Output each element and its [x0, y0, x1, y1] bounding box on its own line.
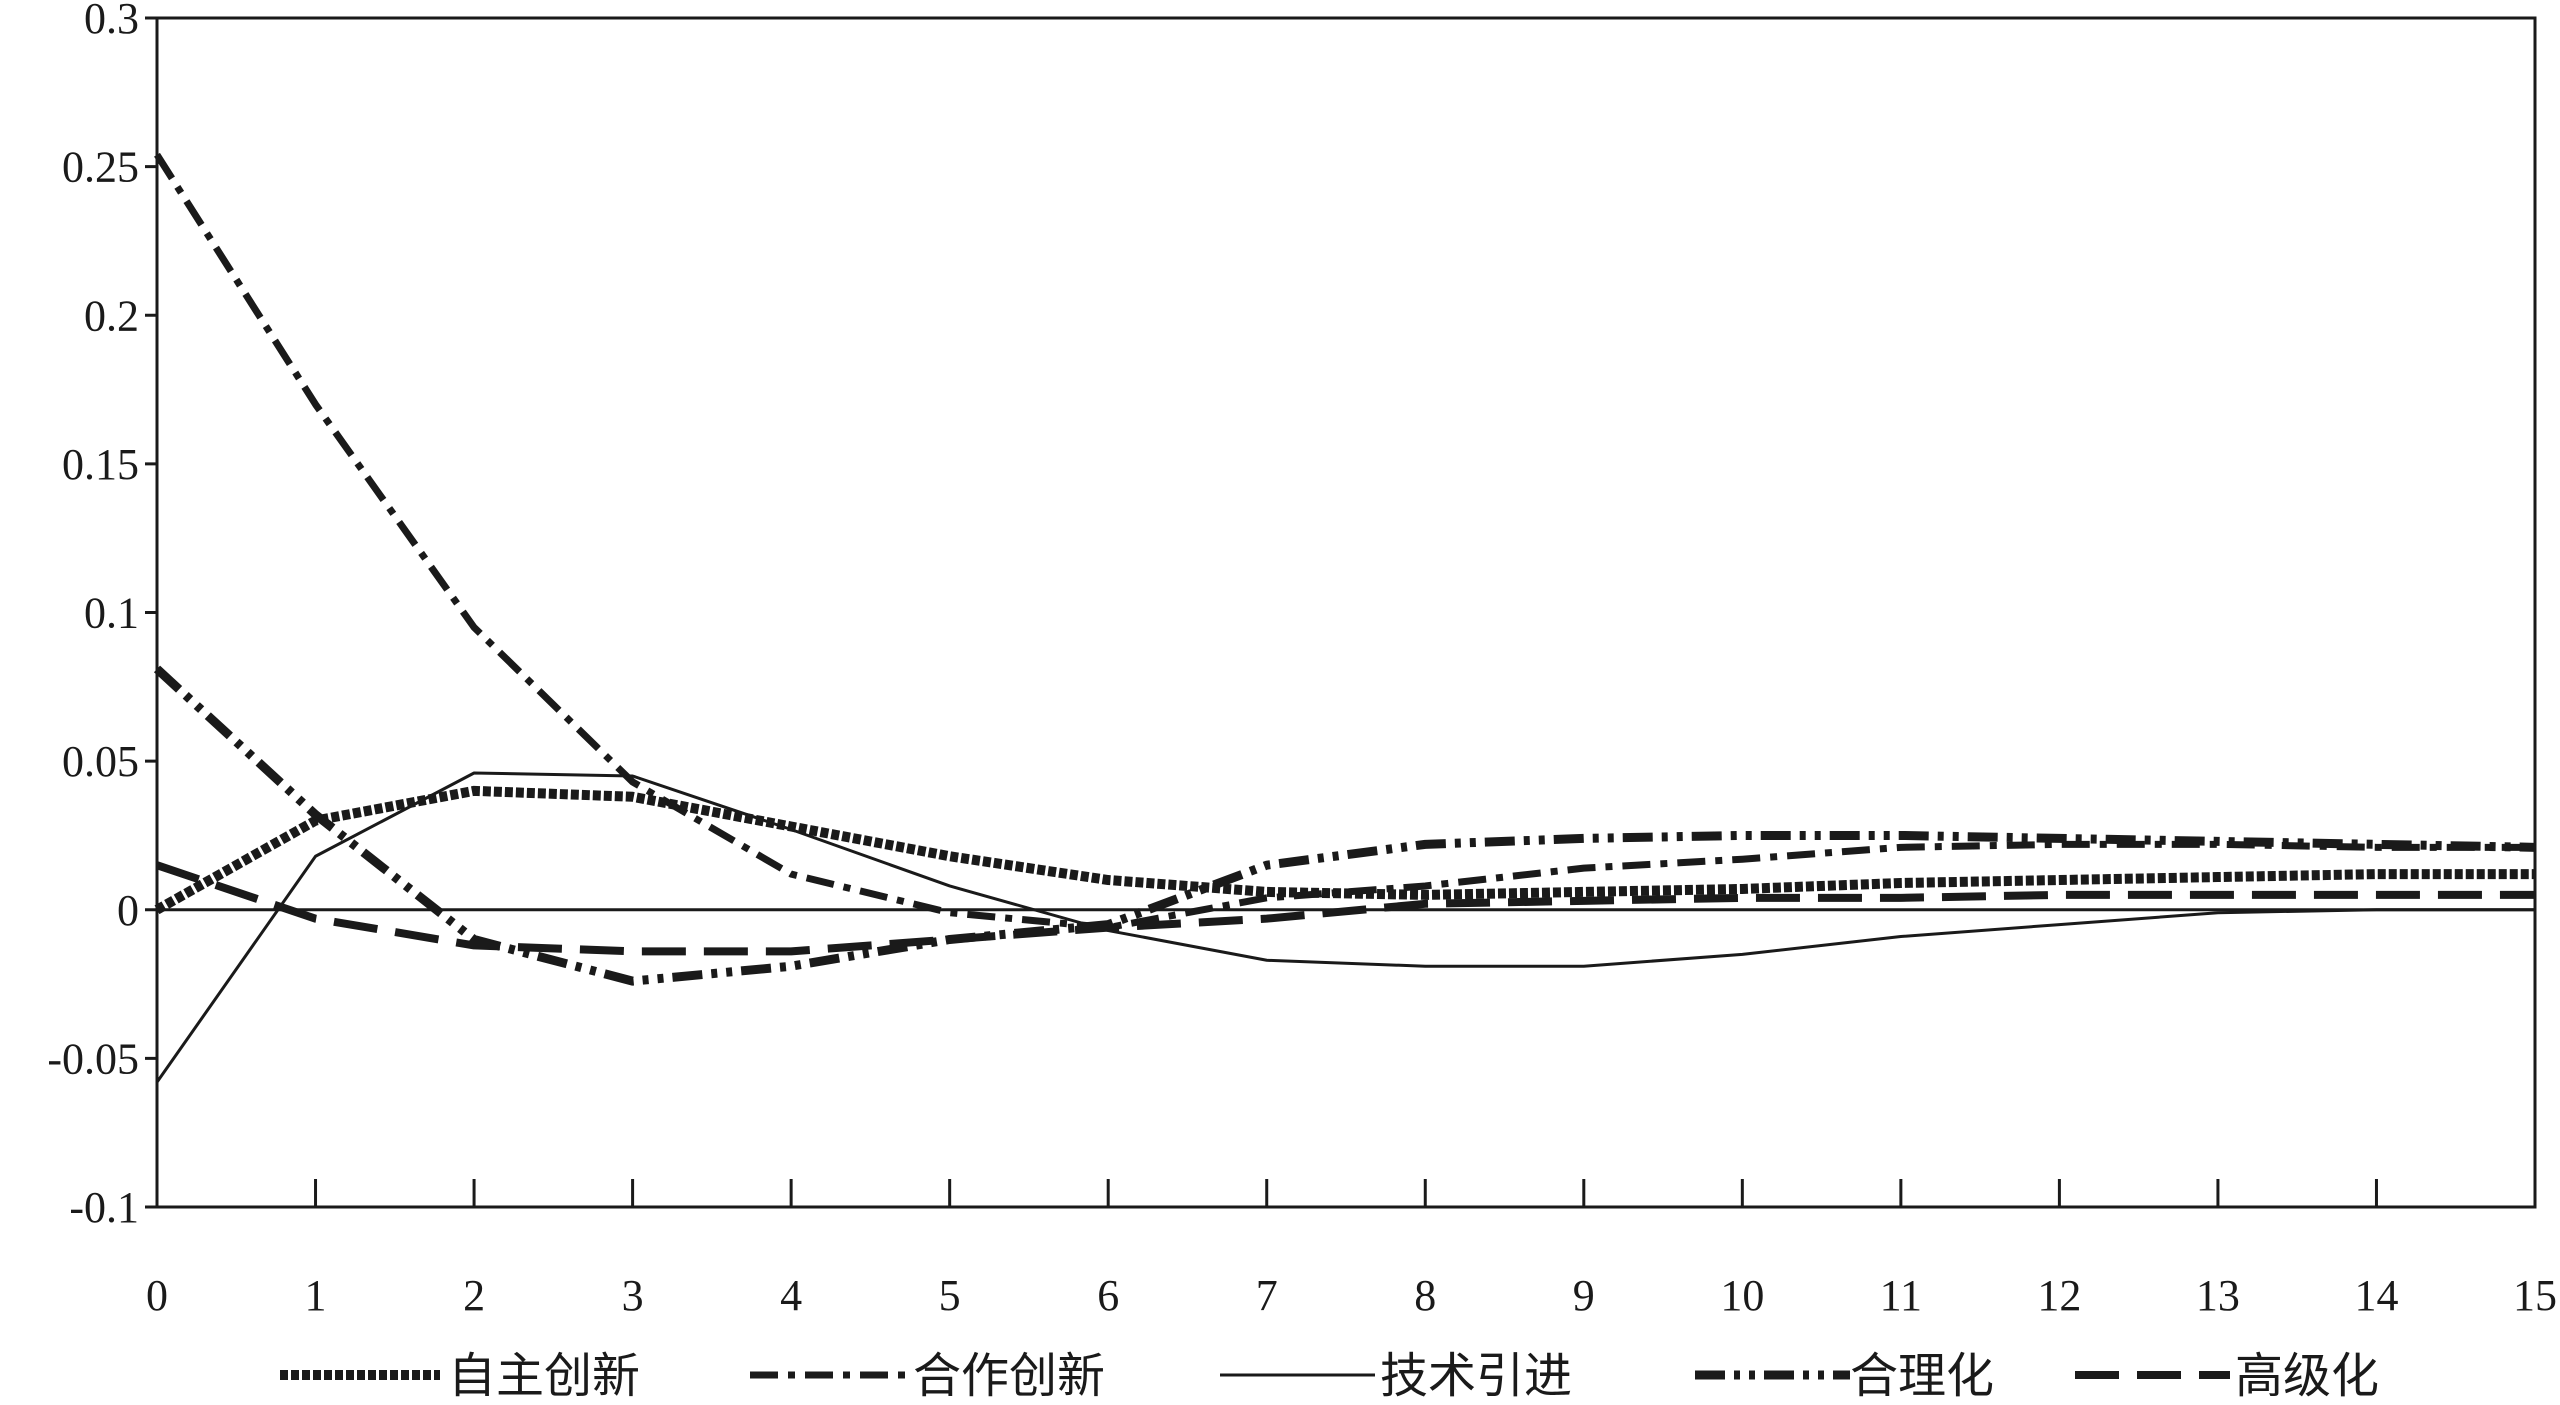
y-tick-label: 0.1: [84, 589, 139, 638]
y-tick-label: 0.05: [62, 737, 139, 786]
x-tick-label: 3: [622, 1271, 644, 1320]
series-line-2: [154, 152, 2535, 932]
legend-item: 合作创新: [750, 1350, 1105, 1403]
x-tick-label: 15: [2513, 1271, 2557, 1320]
y-tick-label: 0.15: [62, 440, 139, 489]
legend-label: 技术引进: [1380, 1350, 1572, 1400]
series-line-1: [154, 785, 2535, 915]
series-line-3: [155, 771, 2535, 1084]
series-line-4: [153, 665, 2536, 986]
legend-label: 自主创新: [448, 1350, 640, 1400]
x-tick-label: 7: [1256, 1271, 1278, 1320]
x-tick-label: 0: [146, 1271, 168, 1320]
y-tick-label: 0.2: [84, 291, 139, 340]
x-tick-label: 8: [1414, 1271, 1436, 1320]
x-tick-label: 2: [463, 1271, 485, 1320]
x-tick-label: 9: [1573, 1271, 1595, 1320]
y-tick-label: -0.05: [47, 1034, 139, 1083]
x-tick-label: 6: [1097, 1271, 1119, 1320]
x-tick-label: 10: [1720, 1271, 1764, 1320]
legend-item: 合理化: [1695, 1350, 1994, 1403]
legend-label: 合作创新: [913, 1350, 1105, 1400]
x-tick-label: 11: [1880, 1271, 1922, 1320]
y-tick-label: -0.1: [69, 1183, 139, 1232]
plot-frame: [155, 16, 2537, 1209]
series-group: [153, 152, 2536, 1084]
legend-item: 自主创新: [280, 1350, 640, 1403]
series-line-5: [155, 861, 2535, 956]
legend-label: 合理化: [1850, 1350, 1994, 1400]
x-tick-label: 5: [939, 1271, 961, 1320]
y-tick-label: 0: [117, 886, 139, 935]
x-tick-label: 12: [2037, 1271, 2081, 1320]
legend-item: 技术引进: [1220, 1350, 1572, 1403]
y-tick-label: 0.25: [62, 143, 139, 192]
x-tick-label: 13: [2196, 1271, 2240, 1320]
x-tick-label: 1: [305, 1271, 327, 1320]
legend-item: 高级化: [2075, 1350, 2379, 1403]
x-tick-label: 4: [780, 1271, 802, 1320]
y-tick-label: 0.3: [84, 0, 139, 43]
x-tick-label: 14: [2354, 1271, 2398, 1320]
legend-label: 高级化: [2235, 1350, 2379, 1400]
legend: 自主创新 合作创新 技术引进 合理化 高级化: [280, 1350, 2379, 1403]
